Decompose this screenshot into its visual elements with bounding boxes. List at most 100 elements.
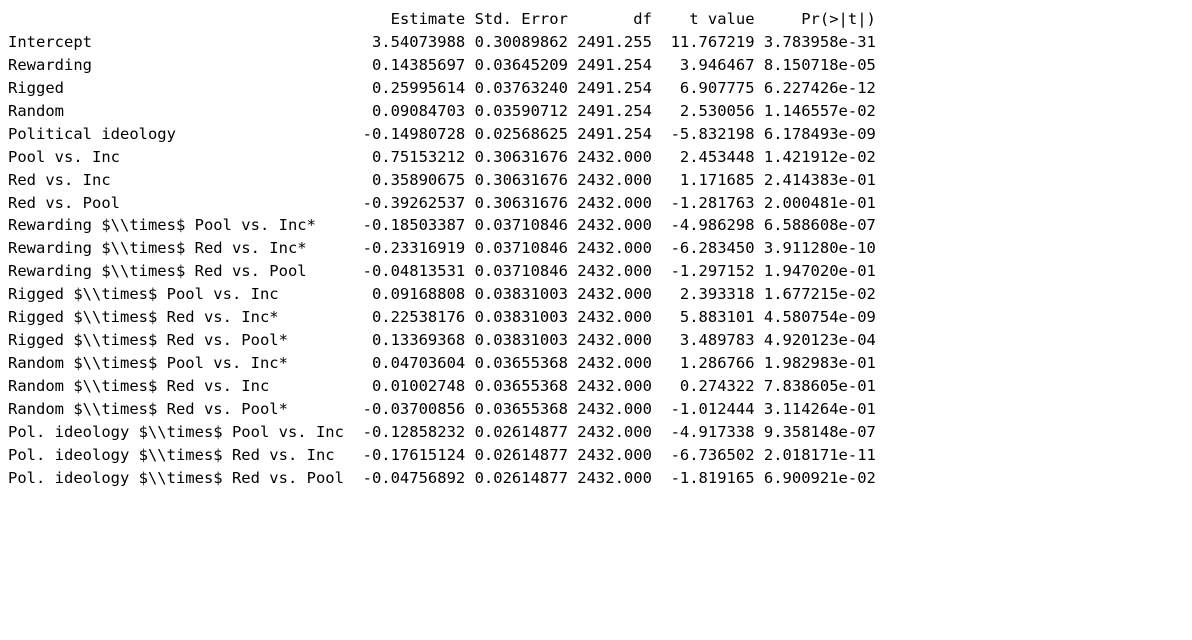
cell-df: 2432.000 [568, 214, 652, 237]
cell-t: -1.819165 [652, 467, 755, 490]
cell-t: -1.297152 [652, 260, 755, 283]
cell-t: -6.736502 [652, 444, 755, 467]
cell-t: -4.986298 [652, 214, 755, 237]
cell-estimate: -0.23316919 [353, 237, 465, 260]
cell-t: -5.832198 [652, 123, 755, 146]
cell-p: 2.018171e-11 [755, 444, 876, 467]
cell-estimate: 0.25995614 [353, 77, 465, 100]
cell-p: 4.920123e-04 [755, 329, 876, 352]
cell-se: 0.03710846 [465, 237, 568, 260]
cell-se: 0.03710846 [465, 260, 568, 283]
cell-se: 0.03710846 [465, 214, 568, 237]
cell-estimate: 0.04703604 [353, 352, 465, 375]
cell-p: 3.911280e-10 [755, 237, 876, 260]
table-row: Pol. ideology $\\times$ Pool vs. Inc-0.1… [8, 421, 876, 444]
cell-estimate: 0.75153212 [353, 146, 465, 169]
cell-estimate: -0.04756892 [353, 467, 465, 490]
table-row: Random $\\times$ Red vs. Inc 0.010027480… [8, 375, 876, 398]
col-pvalue: Pr(>|t|) [755, 8, 876, 31]
table-row: Political ideology-0.149807280.025686252… [8, 123, 876, 146]
cell-estimate: -0.03700856 [353, 398, 465, 421]
cell-estimate: 0.35890675 [353, 169, 465, 192]
cell-df: 2491.254 [568, 54, 652, 77]
cell-t: 1.286766 [652, 352, 755, 375]
row-label: Random [8, 100, 353, 123]
cell-df: 2432.000 [568, 421, 652, 444]
cell-p: 2.414383e-01 [755, 169, 876, 192]
row-label: Random $\\times$ Red vs. Pool* [8, 398, 353, 421]
row-label: Random $\\times$ Red vs. Inc [8, 375, 353, 398]
cell-se: 0.03655368 [465, 375, 568, 398]
table-row: Pol. ideology $\\times$ Red vs. Inc-0.17… [8, 444, 876, 467]
cell-p: 1.146557e-02 [755, 100, 876, 123]
cell-se: 0.03831003 [465, 283, 568, 306]
table-row: Rewarding $\\times$ Pool vs. Inc*-0.1850… [8, 214, 876, 237]
col-stderror: Std. Error [465, 8, 568, 31]
cell-t: -1.012444 [652, 398, 755, 421]
row-label: Pol. ideology $\\times$ Red vs. Pool [8, 467, 353, 490]
cell-df: 2432.000 [568, 375, 652, 398]
cell-df: 2432.000 [568, 169, 652, 192]
cell-t: -4.917338 [652, 421, 755, 444]
cell-estimate: -0.39262537 [353, 192, 465, 215]
cell-df: 2491.255 [568, 31, 652, 54]
header-row: Estimate Std. Error df t value Pr(>|t|) [8, 8, 876, 31]
cell-se: 0.03763240 [465, 77, 568, 100]
col-tvalue: t value [652, 8, 755, 31]
cell-t: 6.907775 [652, 77, 755, 100]
cell-t: 3.489783 [652, 329, 755, 352]
table-row: Red vs. Inc 0.358906750.306316762432.000… [8, 169, 876, 192]
cell-se: 0.03831003 [465, 329, 568, 352]
col-df: df [568, 8, 652, 31]
cell-estimate: 0.22538176 [353, 306, 465, 329]
table-row: Rewarding $\\times$ Red vs. Inc*-0.23316… [8, 237, 876, 260]
cell-df: 2491.254 [568, 77, 652, 100]
cell-p: 1.982983e-01 [755, 352, 876, 375]
row-label: Pool vs. Inc [8, 146, 353, 169]
cell-df: 2432.000 [568, 444, 652, 467]
cell-p: 8.150718e-05 [755, 54, 876, 77]
cell-df: 2432.000 [568, 260, 652, 283]
cell-p: 6.178493e-09 [755, 123, 876, 146]
cell-df: 2432.000 [568, 283, 652, 306]
row-label: Rewarding [8, 54, 353, 77]
cell-df: 2491.254 [568, 100, 652, 123]
cell-p: 3.114264e-01 [755, 398, 876, 421]
table-row: Random 0.090847030.035907122491.254 2.53… [8, 100, 876, 123]
cell-se: 0.30631676 [465, 146, 568, 169]
cell-se: 0.03655368 [465, 398, 568, 421]
cell-estimate: -0.18503387 [353, 214, 465, 237]
table-row: Intercept 3.540739880.300898622491.255 1… [8, 31, 876, 54]
cell-estimate: -0.12858232 [353, 421, 465, 444]
row-label: Rigged $\\times$ Pool vs. Inc [8, 283, 353, 306]
cell-df: 2491.254 [568, 123, 652, 146]
table-row: Random $\\times$ Red vs. Pool*-0.0370085… [8, 398, 876, 421]
cell-df: 2432.000 [568, 352, 652, 375]
cell-df: 2432.000 [568, 306, 652, 329]
row-label: Rigged $\\times$ Red vs. Inc* [8, 306, 353, 329]
regression-table: Estimate Std. Error df t value Pr(>|t|) … [8, 8, 876, 490]
cell-p: 6.588608e-07 [755, 214, 876, 237]
cell-estimate: -0.14980728 [353, 123, 465, 146]
cell-estimate: -0.04813531 [353, 260, 465, 283]
row-label: Pol. ideology $\\times$ Red vs. Inc [8, 444, 353, 467]
row-label: Red vs. Pool [8, 192, 353, 215]
table-row: Rigged $\\times$ Red vs. Inc* 0.22538176… [8, 306, 876, 329]
cell-p: 2.000481e-01 [755, 192, 876, 215]
row-label: Rewarding $\\times$ Pool vs. Inc* [8, 214, 353, 237]
cell-se: 0.03831003 [465, 306, 568, 329]
table-row: Rigged $\\times$ Pool vs. Inc 0.09168808… [8, 283, 876, 306]
cell-se: 0.02614877 [465, 467, 568, 490]
cell-se: 0.03590712 [465, 100, 568, 123]
cell-p: 9.358148e-07 [755, 421, 876, 444]
cell-t: 5.883101 [652, 306, 755, 329]
row-label: Random $\\times$ Pool vs. Inc* [8, 352, 353, 375]
row-label: Political ideology [8, 123, 353, 146]
table-row: Pool vs. Inc 0.751532120.306316762432.00… [8, 146, 876, 169]
cell-t: 3.946467 [652, 54, 755, 77]
cell-estimate: 0.09168808 [353, 283, 465, 306]
col-estimate: Estimate [353, 8, 465, 31]
table-row: Red vs. Pool-0.392625370.306316762432.00… [8, 192, 876, 215]
cell-t: 11.767219 [652, 31, 755, 54]
cell-se: 0.30631676 [465, 169, 568, 192]
